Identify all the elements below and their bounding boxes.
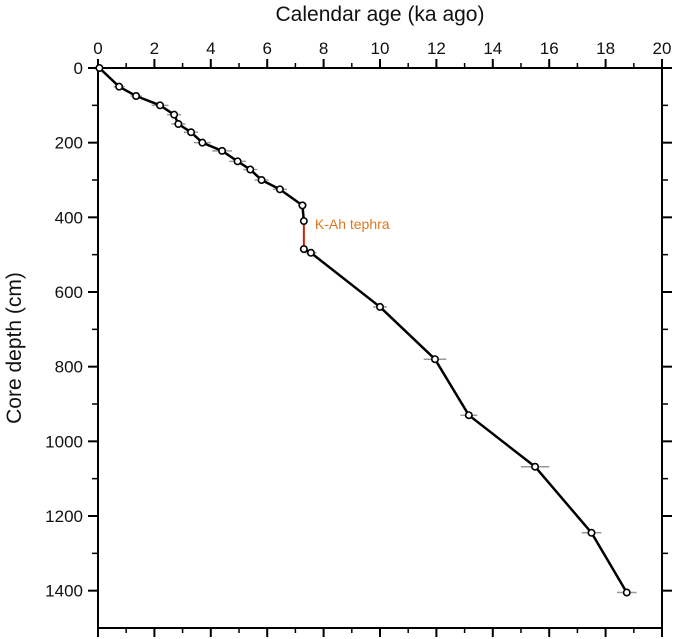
series-segment xyxy=(98,66,121,88)
series-segment xyxy=(309,251,382,309)
y-tick-label: 1400 xyxy=(45,582,83,601)
series-segment xyxy=(378,305,437,361)
data-point xyxy=(587,528,596,537)
axes-layer xyxy=(88,59,672,637)
x-tick-label: 18 xyxy=(596,39,615,58)
y-tick-label: 600 xyxy=(55,283,83,302)
data-point xyxy=(156,101,165,110)
data-point xyxy=(170,110,179,119)
plot-frame xyxy=(97,67,663,629)
x-axis-title: Calendar age (ka ago) xyxy=(276,3,485,26)
x-tick-label: 12 xyxy=(427,39,446,58)
data-point xyxy=(233,157,242,166)
y-tick-label: 0 xyxy=(74,59,83,78)
series-segment xyxy=(590,531,628,594)
y-tick-label: 800 xyxy=(55,358,83,377)
data-point xyxy=(375,302,384,311)
data-point xyxy=(299,217,308,226)
labels-layer: 0 2 4 6 8 10 12 14 16 18 2002004006008001000120014… xyxy=(45,39,671,601)
data-point xyxy=(430,355,439,364)
data-point xyxy=(198,138,207,147)
x-tick-label: 4 xyxy=(206,39,215,58)
x-tick-label: 0 xyxy=(93,39,102,58)
x-tick-label: 2 xyxy=(150,39,159,58)
data-point xyxy=(622,588,631,597)
y-tick-label: 200 xyxy=(55,134,83,153)
data-point xyxy=(306,248,315,257)
data-point xyxy=(95,64,104,73)
x-tick-label: 20 xyxy=(653,39,672,58)
data-point xyxy=(115,82,124,91)
data-point xyxy=(531,462,540,471)
y-tick-label: 1000 xyxy=(45,432,83,451)
data-point xyxy=(187,128,196,137)
data-point xyxy=(218,146,227,155)
y-tick-label: 400 xyxy=(55,208,83,227)
y-tick-label: 1200 xyxy=(45,507,83,526)
data-point xyxy=(275,185,284,194)
series-segment xyxy=(278,188,304,207)
data-point xyxy=(257,176,266,185)
errorbar-layer xyxy=(113,85,637,594)
data-point xyxy=(464,411,473,420)
annotation-label: K-Ah tephra xyxy=(315,216,390,232)
series-segment xyxy=(134,94,162,107)
x-tick-label: 14 xyxy=(483,39,502,58)
x-tick-label: 6 xyxy=(262,39,271,58)
x-tick-label: 8 xyxy=(319,39,328,58)
data-point xyxy=(298,201,307,210)
data-point xyxy=(299,245,308,254)
data-point xyxy=(174,120,183,129)
data-point xyxy=(246,165,255,174)
x-tick-label: 16 xyxy=(540,39,559,58)
x-tick-label: 10 xyxy=(371,39,390,58)
series-segment xyxy=(433,357,471,417)
y-axis-title: Core depth (cm) xyxy=(3,272,26,424)
series-segment xyxy=(533,465,593,535)
series-segment xyxy=(467,413,537,468)
series-layer xyxy=(95,64,631,597)
data-point xyxy=(132,92,141,101)
